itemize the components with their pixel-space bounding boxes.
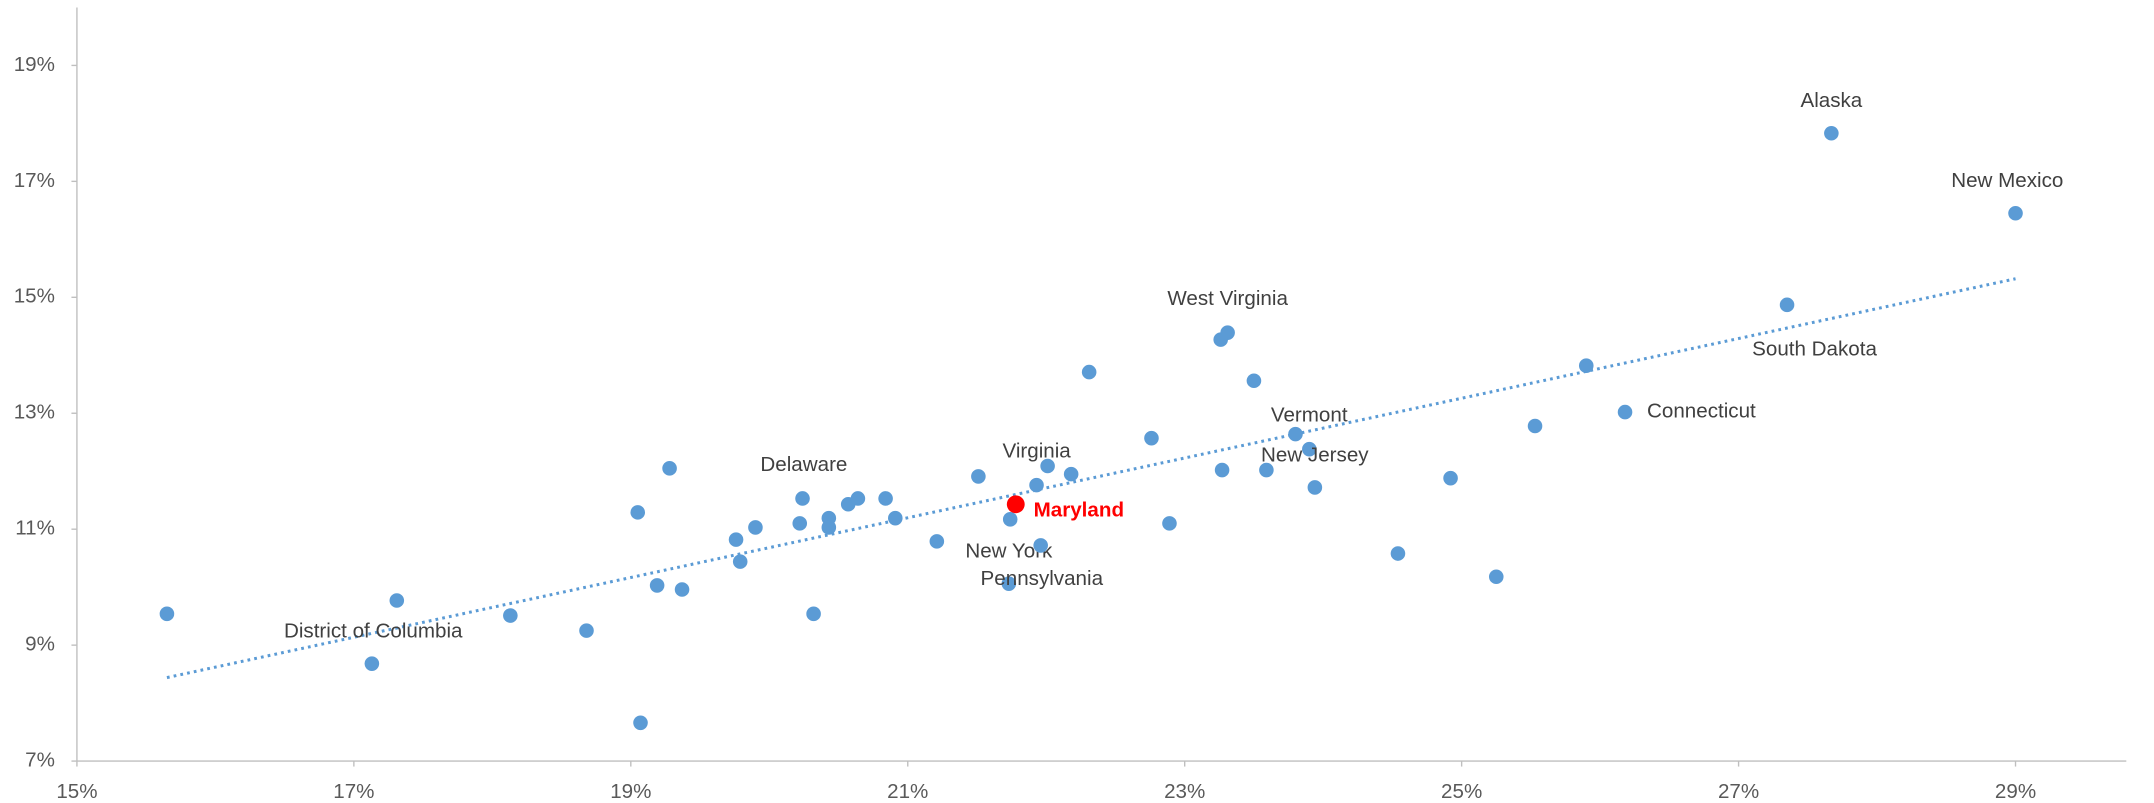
point <box>503 608 518 623</box>
point <box>728 532 744 547</box>
point <box>1063 466 1079 482</box>
y-tick-label: 7% <box>25 749 55 772</box>
point <box>633 715 648 731</box>
point <box>1029 477 1044 493</box>
point-label: District of Columbia <box>284 620 463 643</box>
x-tick-label: 19% <box>610 780 651 803</box>
x-tick-label: 15% <box>56 780 97 803</box>
point <box>821 520 837 535</box>
point <box>971 469 986 484</box>
trendline <box>166 277 2016 680</box>
point <box>1214 462 1230 478</box>
highlight-label: Maryland <box>1034 499 1124 522</box>
point-label: Alaska <box>1800 89 1862 112</box>
point-label: New Jersey <box>1261 443 1369 466</box>
point <box>929 534 945 549</box>
point <box>1390 546 1406 561</box>
point-label: Vermont <box>1271 404 1348 427</box>
point <box>1443 470 1458 486</box>
point <box>1246 373 1262 389</box>
y-tick-label: 17% <box>14 169 55 192</box>
x-tick-label: 17% <box>333 780 374 803</box>
point <box>2008 205 2023 221</box>
point <box>850 491 866 506</box>
point <box>1288 426 1303 442</box>
point <box>732 554 748 569</box>
y-tick-label: 11% <box>15 517 55 540</box>
point-label: New Mexico <box>1951 169 2063 192</box>
point <box>1488 569 1504 585</box>
point <box>1081 364 1097 380</box>
point <box>1302 441 1317 457</box>
point <box>674 582 690 597</box>
point <box>1002 512 1018 527</box>
point <box>806 606 821 622</box>
point <box>1617 404 1633 420</box>
point <box>159 606 175 622</box>
point <box>1779 297 1795 313</box>
point <box>792 516 808 531</box>
x-tick-label: 27% <box>1718 780 1759 803</box>
point <box>795 491 810 506</box>
point <box>1578 358 1594 373</box>
point <box>649 578 665 593</box>
point-label: Pennsylvania <box>981 567 1104 590</box>
point <box>1527 418 1543 434</box>
y-tick-label: 15% <box>14 285 55 308</box>
point <box>1040 458 1055 474</box>
point <box>662 461 677 476</box>
point <box>364 656 380 671</box>
point <box>888 510 903 526</box>
point <box>1001 576 1017 591</box>
point <box>878 491 893 506</box>
y-tick-label: 19% <box>14 53 55 76</box>
point <box>1033 538 1048 553</box>
x-tick-label: 23% <box>1164 780 1205 803</box>
point <box>1824 125 1839 141</box>
point <box>630 505 646 520</box>
x-tick-label: 25% <box>1441 780 1482 803</box>
point-label: New York <box>965 540 1053 563</box>
highlight-point <box>1006 495 1025 514</box>
point-label: South Dakota <box>1752 338 1877 361</box>
y-tick-label: 13% <box>14 401 55 424</box>
x-tick-label: 29% <box>1995 780 2036 803</box>
point <box>1220 325 1235 340</box>
point-label: Delaware <box>760 453 847 476</box>
point <box>1259 462 1274 478</box>
point <box>1144 430 1159 446</box>
y-tick-label: 9% <box>25 633 55 656</box>
point-label: West Virginia <box>1167 287 1288 310</box>
point-label: Connecticut <box>1647 400 1756 423</box>
point <box>579 623 594 638</box>
point <box>1162 516 1177 531</box>
point <box>389 593 405 608</box>
point-label: Virginia <box>1002 440 1071 463</box>
x-tick-label: 21% <box>887 780 928 803</box>
point <box>748 520 763 535</box>
point <box>1307 480 1323 495</box>
